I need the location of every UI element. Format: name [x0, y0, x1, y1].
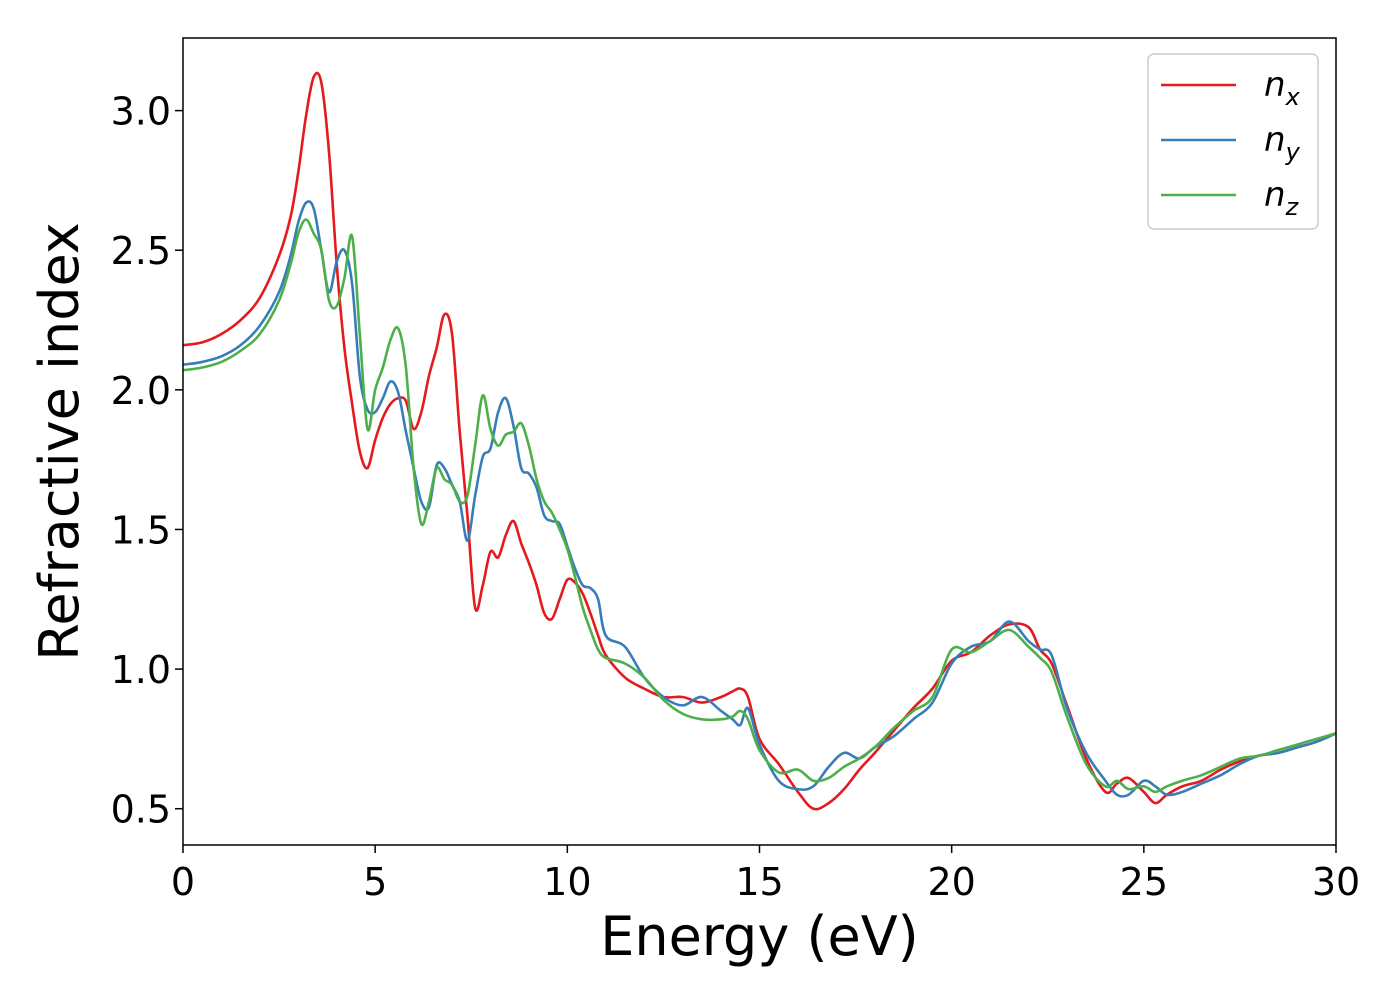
x-tick-label: 5	[363, 860, 387, 904]
y-tick-label: 1.5	[111, 508, 171, 552]
x-tick-label: 30	[1312, 860, 1360, 904]
legend-label-z: nz	[1264, 175, 1300, 221]
x-tick-label: 0	[171, 860, 195, 904]
x-axis: 0 5 10 15 20 25 30	[171, 845, 1360, 904]
legend-label-subscript: y	[1285, 138, 1301, 166]
y-tick-label: 2.5	[111, 229, 171, 273]
x-tick-label: 25	[1120, 860, 1168, 904]
y-axis-label: Refractive index	[28, 222, 91, 661]
y-tick-label: 1.0	[111, 648, 171, 692]
legend-label-base: n	[1264, 120, 1286, 160]
y-tick-label: 0.5	[111, 788, 171, 832]
series-line-y	[183, 200, 1336, 798]
x-axis-label: Energy (eV)	[600, 905, 919, 968]
legend-label-subscript: x	[1285, 83, 1301, 111]
y-tick-label: 2.0	[111, 369, 171, 413]
legend-label-subscript: z	[1285, 193, 1300, 221]
y-axis: 0.5 1.0 1.5 2.0 2.5 3.0	[111, 90, 183, 832]
legend-label-base: n	[1264, 175, 1286, 215]
x-tick-label: 10	[543, 860, 591, 904]
x-tick-label: 20	[927, 860, 975, 904]
legend-label-base: n	[1264, 65, 1286, 105]
legend-label-x: nx	[1264, 65, 1301, 111]
series-line-z	[183, 218, 1336, 794]
legend-label-y: ny	[1264, 120, 1301, 166]
plot-lines	[183, 71, 1336, 811]
y-tick-label: 3.0	[111, 90, 171, 134]
legend-box	[1147, 53, 1319, 230]
x-tick-label: 15	[735, 860, 783, 904]
